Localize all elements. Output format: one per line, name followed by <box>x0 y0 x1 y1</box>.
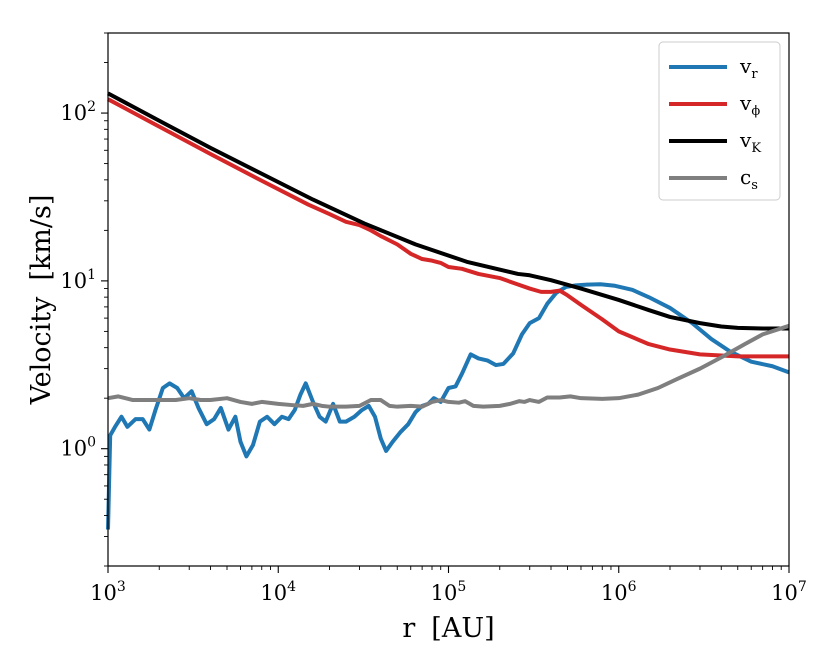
x-tick-label: 107 <box>771 579 807 605</box>
series-layer <box>106 91 790 530</box>
label-layer: 103 104 105 106 107 100 101 102 r [AU] Velocity[km… <box>26 99 807 644</box>
legend-label-c-s: cs <box>740 165 758 193</box>
legend-label-v-r: vr <box>739 54 758 82</box>
series-line-c-s <box>107 323 790 409</box>
series-line-v-k <box>107 91 789 331</box>
legend-label-v-k: vK <box>739 128 761 156</box>
legend-box <box>658 41 781 201</box>
x-tick-label: 103 <box>90 579 126 605</box>
x-axis-label: r [AU] <box>402 613 494 644</box>
series-line-v-r <box>106 282 790 530</box>
tick-layer <box>101 32 790 573</box>
series-line-v-phi <box>107 97 789 359</box>
x-tick-label: 104 <box>260 579 296 605</box>
x-tick-label: 105 <box>431 579 467 605</box>
x-tick-label: 106 <box>601 579 637 605</box>
y-axis-label: Velocity[km/s] <box>26 195 57 406</box>
legend-label-v-phi: vϕ <box>739 91 760 119</box>
y-tick-label: 101 <box>60 267 96 293</box>
y-tick-label: 100 <box>60 435 96 461</box>
legend: vr vϕ vK cs <box>658 41 781 201</box>
y-tick-label: 102 <box>60 99 96 125</box>
